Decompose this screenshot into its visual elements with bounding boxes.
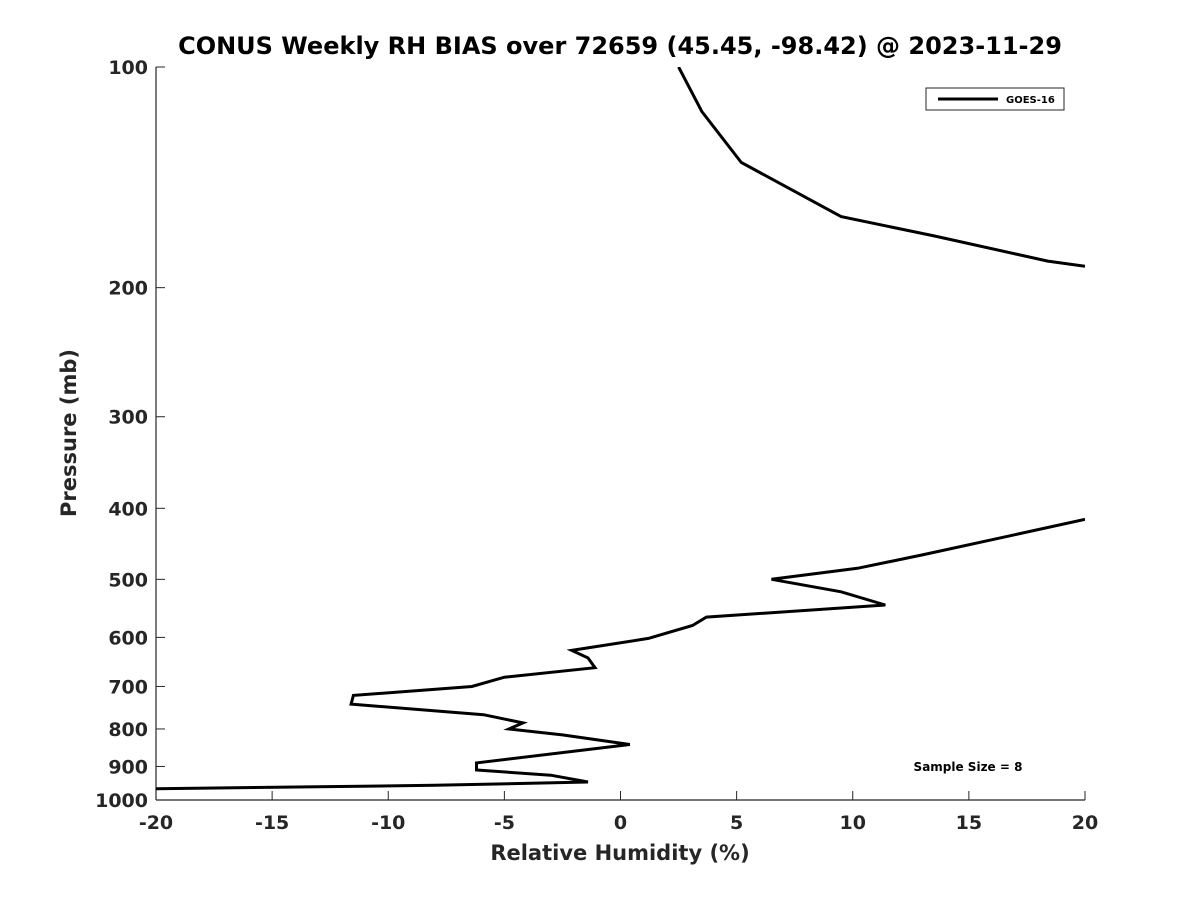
sample-size-annotation: Sample Size = 8 xyxy=(914,760,1023,774)
y-tick-label: 700 xyxy=(108,676,148,698)
x-tick-label: 20 xyxy=(1072,812,1098,834)
x-tick-label: -10 xyxy=(371,812,405,834)
y-tick-label: 300 xyxy=(108,407,148,429)
y-tick-label: 500 xyxy=(108,569,148,591)
x-tick-label: -5 xyxy=(494,812,515,834)
chart-title: CONUS Weekly RH BIAS over 72659 (45.45, … xyxy=(178,32,1062,60)
y-tick-label: 100 xyxy=(108,57,148,79)
y-tick-label: 600 xyxy=(108,627,148,649)
x-tick-label: -15 xyxy=(255,812,289,834)
legend-label: GOES-16 xyxy=(1006,95,1055,106)
y-tick-label: 800 xyxy=(108,719,148,741)
y-tick-label: 400 xyxy=(108,498,148,520)
series-line-goes-16-segment-1 xyxy=(677,67,1085,268)
y-axis-label: Pressure (mb) xyxy=(57,349,81,517)
x-tick-label: 15 xyxy=(956,812,982,834)
y-tick-label: 900 xyxy=(108,756,148,778)
x-tick-label: -20 xyxy=(139,812,173,834)
y-tick-label: 1000 xyxy=(95,790,148,812)
x-tick-label: 5 xyxy=(730,812,743,834)
x-tick-label: 0 xyxy=(614,812,627,834)
plot-area: -20 -15 -10 -5 0 5 10 15 20 100 200 300 400 500 600 700… xyxy=(95,57,1098,834)
y-tick-label: 200 xyxy=(108,278,148,300)
series-line-goes-16-segment-2 xyxy=(156,517,1085,791)
x-axis-label: Relative Humidity (%) xyxy=(490,841,749,865)
x-tick-label: 10 xyxy=(840,812,866,834)
